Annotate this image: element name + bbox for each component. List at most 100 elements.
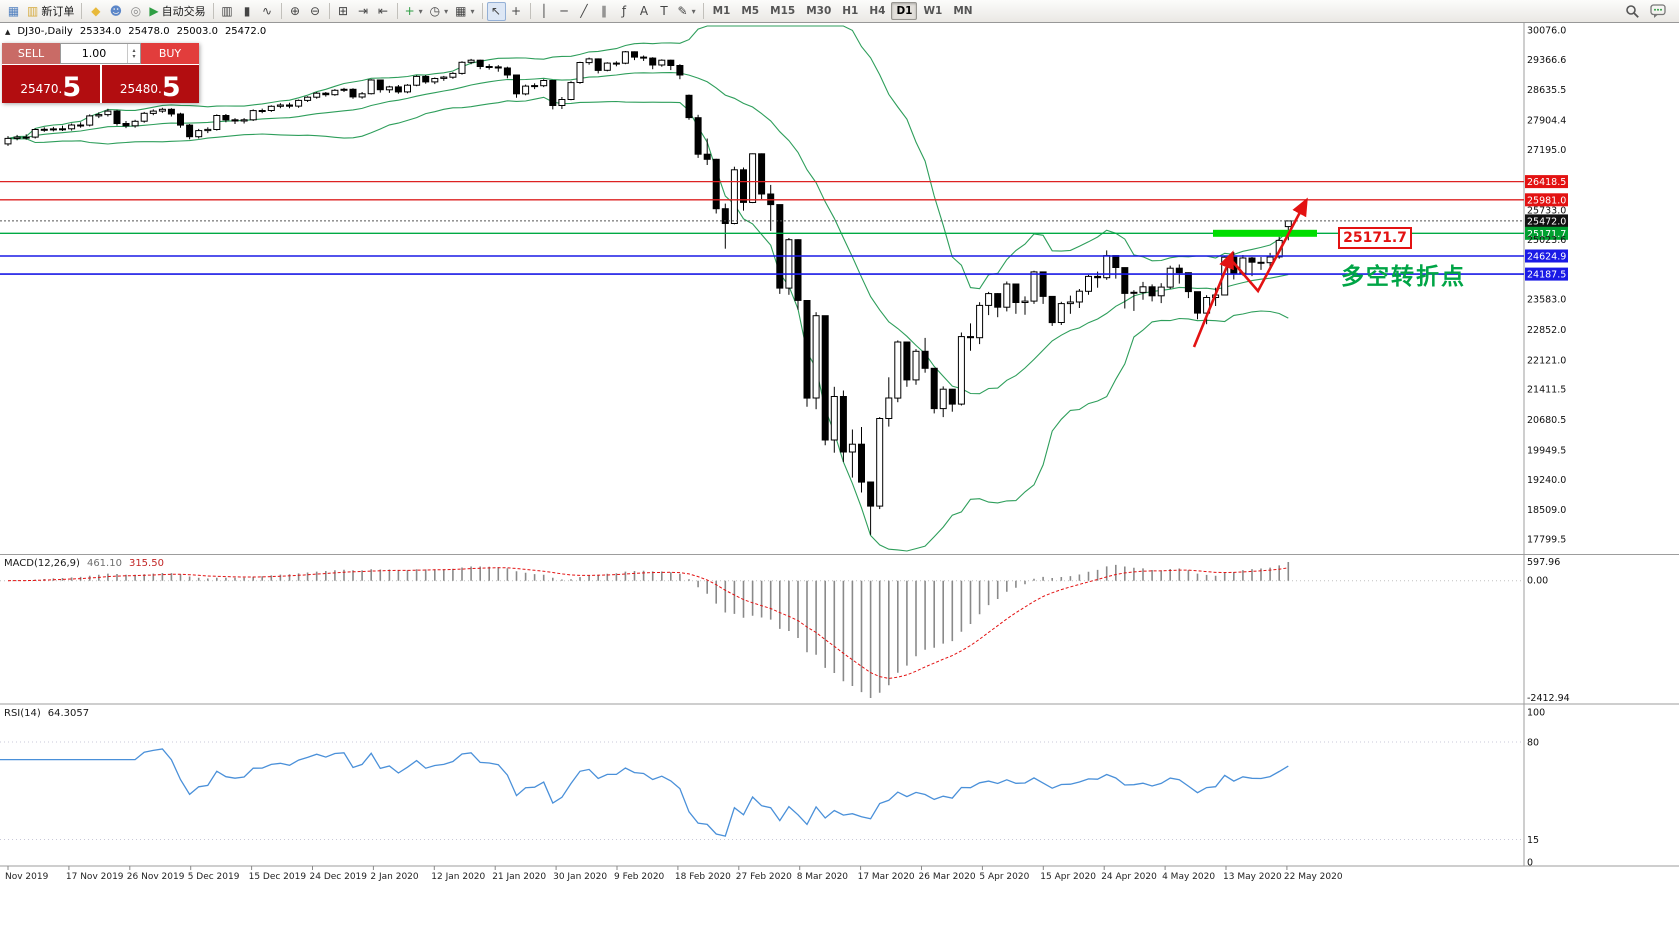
zoom-out-button[interactable]: ⊖ <box>306 2 325 21</box>
sell-button[interactable]: SELL <box>2 43 60 64</box>
volume-field[interactable]: 1.00 ▴ ▾ <box>60 43 141 64</box>
profile-button[interactable]: ☻ <box>106 2 125 21</box>
macd-main-value: 461.10 <box>86 558 122 569</box>
profile-button-icon: ☻ <box>109 4 123 18</box>
shapes-button[interactable]: ✎ ▾ <box>675 2 699 21</box>
search-icon[interactable] <box>1625 4 1640 19</box>
bollinger-middle-band <box>7 72 1289 395</box>
timeframe-h4[interactable]: H4 <box>869 5 886 17</box>
templates-button[interactable]: ▦ ▾ <box>452 2 477 21</box>
svg-text:22852.0: 22852.0 <box>1527 325 1566 336</box>
chart-title-bar: ▲ DJ30-,Daily 25334.0 25478.0 25003.0 25… <box>5 26 266 37</box>
volume-value[interactable]: 1.00 <box>81 47 107 60</box>
toolbar-separator <box>702 3 704 19</box>
svg-text:-2412.94: -2412.94 <box>1527 693 1570 704</box>
horizontal-line-button[interactable]: ─ <box>555 2 574 21</box>
candlestick-chart-button[interactable]: ▮ <box>238 2 257 21</box>
buy-price-big-digit: 5 <box>161 72 181 103</box>
timeframe-d1[interactable]: D1 <box>891 2 918 20</box>
volume-up-icon[interactable]: ▴ <box>132 46 136 54</box>
history-center-button[interactable]: ◆ <box>86 2 105 21</box>
chart-shift-button[interactable]: ⇤ <box>374 2 393 21</box>
auto-scroll-button[interactable]: ⇥ <box>354 2 373 21</box>
new-chart-button-dropdown-icon[interactable]: ▾ <box>418 6 423 16</box>
svg-text:24 Dec 2019: 24 Dec 2019 <box>310 872 368 882</box>
candles[interactable] <box>4 51 1292 535</box>
bollinger-bands <box>7 25 1289 552</box>
ohlc-high: 25478.0 <box>128 26 170 37</box>
label-button-icon: T <box>660 4 668 18</box>
candlestick-chart-button-icon: ▮ <box>243 4 251 18</box>
channel-button[interactable]: ∥ <box>595 2 614 21</box>
timeframe-m30[interactable]: M30 <box>806 5 832 17</box>
trendline-button[interactable]: ╱ <box>575 2 594 21</box>
ohlc-close: 25472.0 <box>224 26 267 37</box>
svg-text:26 Nov 2019: 26 Nov 2019 <box>127 872 185 882</box>
svg-text:25171.7: 25171.7 <box>1527 229 1566 240</box>
one-click-collapse-icon[interactable]: ▲ <box>5 27 11 36</box>
buy-price-main: 25480. <box>119 82 162 96</box>
chart-annotations[interactable] <box>1192 197 1317 348</box>
buy-price-display[interactable]: 25480. 5 <box>101 65 199 103</box>
toolbar-separator <box>212 3 214 19</box>
chart-window-icon[interactable]: ▦ <box>4 2 23 21</box>
shapes-button-icon: ✎ <box>677 4 688 18</box>
profiles-button[interactable]: ◷ ▾ <box>427 2 452 21</box>
ohlc-low: 25003.0 <box>176 26 218 37</box>
text-button-icon: A <box>639 4 649 18</box>
timeframe-m1[interactable]: M1 <box>712 5 731 17</box>
horizontal-line-button-icon: ─ <box>560 4 568 18</box>
tile-windows-button-icon: ⊞ <box>338 4 349 18</box>
timeframe-h1[interactable]: H1 <box>842 5 859 17</box>
svg-text:22 May 2020: 22 May 2020 <box>1284 872 1343 882</box>
vertical-line-button[interactable]: │ <box>535 2 554 21</box>
macd-signal-line <box>7 567 1289 679</box>
autotrading-button[interactable]: ▶ 自动交易 <box>146 2 208 21</box>
svg-text:24624.9: 24624.9 <box>1527 252 1566 263</box>
turning-point-note[interactable]: 多空转折点 <box>1341 264 1466 290</box>
ohlc-open: 25334.0 <box>79 26 122 37</box>
macd-pane[interactable] <box>0 562 1524 698</box>
horizontal-level-lines[interactable] <box>0 180 1524 275</box>
timeframe-mn[interactable]: MN <box>953 5 973 17</box>
svg-text:26418.5: 26418.5 <box>1527 177 1566 188</box>
trend-arrow-up-1[interactable] <box>1192 250 1234 348</box>
zoom-in-button[interactable]: ⊕ <box>286 2 305 21</box>
bar-chart-button[interactable]: ▥ <box>218 2 237 21</box>
templates-button-dropdown-icon[interactable]: ▾ <box>470 6 475 16</box>
toolbar-separator <box>81 3 83 19</box>
line-chart-button[interactable]: ∿ <box>258 2 277 21</box>
main-toolbar: ▦ ▥ 新订单 ◆ ☻ ◎ ▶ 自动交易 ▥ ▮ ∿ ⊕ ⊖ ⊞ ⇥ ⇤ + ▾ ◷ ▾ ▦ ▾ ↖ + │ ─ ╱ ∥ ƒ A T ✎ ▾ M1… <box>0 0 1679 23</box>
buy-button[interactable]: BUY <box>141 43 199 64</box>
new-order-button[interactable]: ▥ 新订单 <box>24 2 77 21</box>
new-chart-button[interactable]: + ▾ <box>402 2 426 21</box>
price-callout-label[interactable]: 25171.7 <box>1338 227 1412 249</box>
toolbar-separator <box>396 3 398 19</box>
rsi-label: RSI(14) 64.3057 <box>4 708 89 719</box>
sell-price-display[interactable]: 25470. 5 <box>2 65 100 103</box>
pane-separators[interactable] <box>0 23 1679 867</box>
svg-text:26 Mar 2020: 26 Mar 2020 <box>919 872 976 882</box>
timeframe-m5[interactable]: M5 <box>741 5 760 17</box>
rsi-pane[interactable] <box>0 741 1524 840</box>
profiles-button-dropdown-icon[interactable]: ▾ <box>444 6 449 16</box>
timeframe-m15[interactable]: M15 <box>770 5 796 17</box>
volume-spinner[interactable]: ▴ ▾ <box>127 44 140 63</box>
tile-windows-button[interactable]: ⊞ <box>334 2 353 21</box>
fibonacci-button[interactable]: ƒ <box>615 2 634 21</box>
crosshair-button[interactable]: + <box>507 2 526 21</box>
chat-icon[interactable] <box>1650 3 1667 19</box>
trend-arrow-up-2[interactable] <box>1232 197 1308 294</box>
shapes-button-dropdown-icon[interactable]: ▾ <box>691 6 696 16</box>
svg-text:30076.0: 30076.0 <box>1527 26 1566 37</box>
cursor-button[interactable]: ↖ <box>486 1 506 21</box>
volume-down-icon[interactable]: ▾ <box>132 52 136 60</box>
text-button[interactable]: A <box>635 2 654 21</box>
label-button[interactable]: T <box>655 2 674 21</box>
community-button[interactable]: ◎ <box>126 2 145 21</box>
timeframe-w1[interactable]: W1 <box>923 5 943 17</box>
auto-scroll-button-icon: ⇥ <box>358 4 369 18</box>
support-highlight-segment[interactable] <box>1213 229 1317 237</box>
svg-text:0: 0 <box>1527 858 1533 869</box>
